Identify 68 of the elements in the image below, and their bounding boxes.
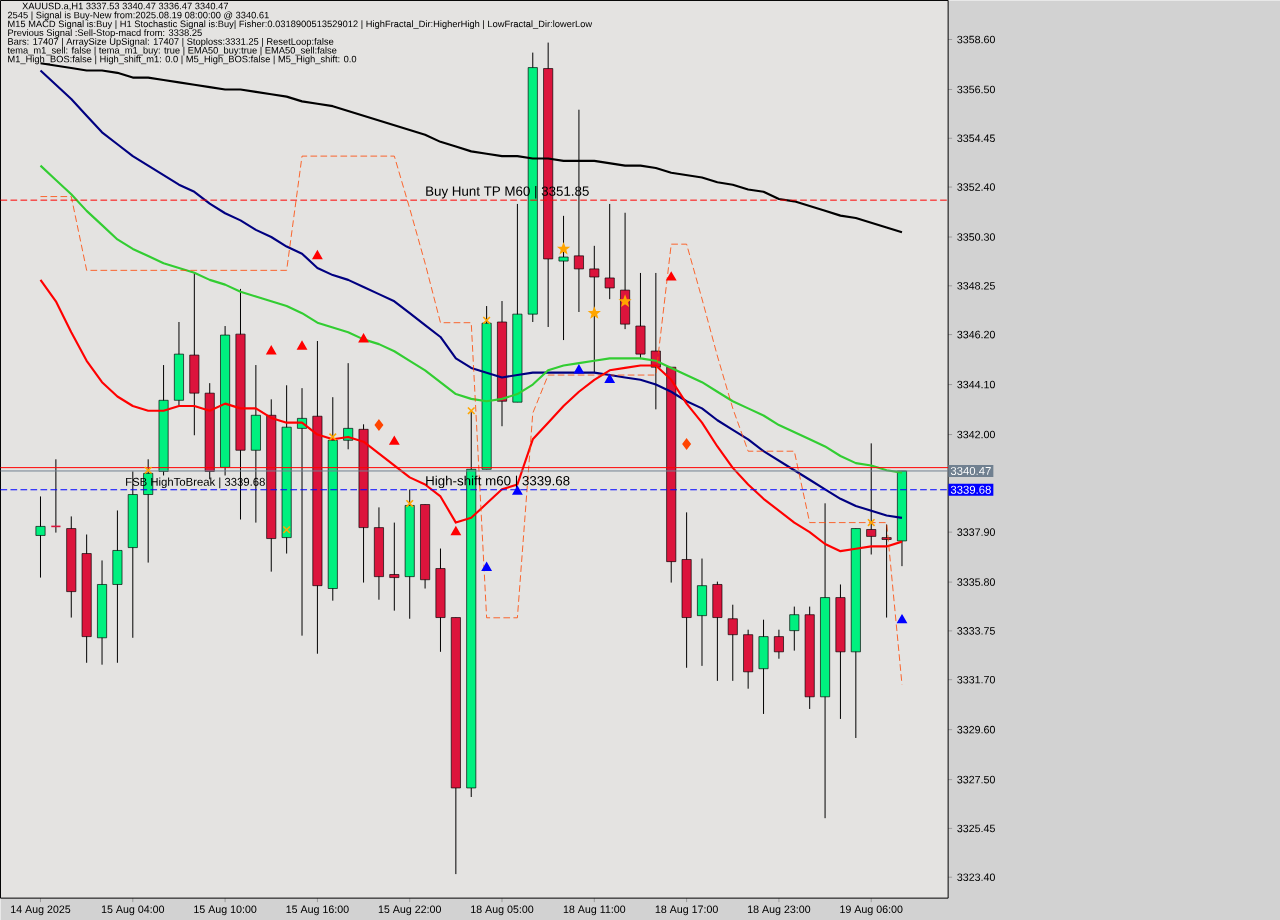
x-tick-label: 18 Aug 17:00 (655, 905, 718, 916)
y-tick-label: 3352.40 (957, 183, 995, 191)
point (389, 436, 400, 445)
annotation: Bars: 17407 | ArraySize UpSignal: 17407 | Stoploss:3331.25 | ResetLoop:false (8, 37, 334, 47)
annotation: 2545 | Signal is Buy-New from:2025.08.19 08:00:00 @ 3340.61 (7, 11, 269, 21)
point (266, 345, 277, 355)
point (666, 271, 677, 281)
point (682, 438, 691, 450)
candlestick (589, 245, 600, 374)
candlestick (558, 215, 569, 341)
y-tick-label: 3356.50 (957, 85, 995, 94)
point (574, 364, 584, 374)
point (619, 295, 631, 306)
y-tick-label: 3346.20 (957, 330, 995, 339)
candlestick (604, 203, 615, 300)
point (467, 406, 476, 415)
candlestick (389, 522, 400, 612)
point (558, 243, 569, 254)
candlestick (773, 629, 784, 660)
point (512, 486, 523, 495)
chart-title: XAUUSD.a,H1 3337.53 3340.47 3336.47 3340.47 (22, 2, 229, 11)
x-tick-label: 14 Aug 2025 (11, 905, 71, 916)
annotation: tema_m1_sell: false | tema_m1_buy: true | EMA50_buy:true | EMA50_sell:false (7, 46, 337, 56)
point (482, 316, 491, 325)
x-tick-label: 15 Aug 04:00 (101, 905, 165, 916)
y-tick-label: 3333.75 (957, 627, 995, 635)
x-tick-label: 18 Aug 11:00 (563, 905, 626, 916)
point (897, 614, 907, 624)
candlestick (789, 606, 800, 652)
point (604, 374, 615, 383)
y-tick-label: 3337.90 (957, 528, 995, 536)
point (481, 562, 492, 571)
point (144, 466, 153, 475)
y-tick-label: 3358.60 (957, 35, 995, 44)
point (374, 419, 384, 431)
y-tick-label: 3327.50 (957, 775, 995, 784)
ref-line-label: 3340.47 (950, 466, 991, 475)
point (867, 518, 876, 527)
x-tick-label: 18 Aug 23:00 (748, 905, 811, 916)
point (282, 525, 291, 534)
x-tick-label: 18 Aug 05:00 (471, 905, 534, 916)
y-tick-label: 3335.80 (957, 578, 995, 586)
y-tick-label: 3344.10 (957, 380, 995, 389)
x-tick-label: 15 Aug 22:00 (378, 905, 441, 916)
y-tick-label: 3323.40 (957, 873, 995, 881)
point (328, 432, 337, 441)
candlestick (866, 442, 877, 555)
y-tick-label: 3325.45 (957, 824, 995, 833)
y-tick-label: 3331.70 (957, 675, 995, 684)
point (451, 526, 461, 536)
annotation: M1_High_BOS:false | High_shift_m1: 0.0 | M5_High_BOS:false | M5_High_shift: 0.0 (8, 55, 357, 65)
annotation: M15 MACD Signal is:Buy | H1 Stochastic Signal is:Buy| Fisher:0.0318900513529012 | HighFractal_Dir:HigherHigh | LowFractal_Dir:lowerLow (8, 20, 593, 30)
y-tick-label: 3329.60 (957, 725, 995, 734)
candlestick (35, 495, 46, 579)
x-tick-label: 15 Aug 10:00 (194, 905, 257, 916)
y-tick-label: 3354.45 (957, 134, 995, 142)
candlestick (727, 604, 738, 682)
point (405, 499, 414, 508)
point (358, 333, 369, 343)
point (297, 340, 307, 350)
annotation: Previous Signal :Sell-Stop-macd from: 3338.25 (8, 29, 202, 38)
y-tick-label: 3348.25 (957, 281, 995, 290)
point (312, 250, 323, 260)
ref-line-label: 3339.68 (950, 485, 991, 494)
x-tick-label: 19 Aug 06:00 (840, 905, 903, 916)
y-tick-label: 3350.30 (957, 233, 995, 241)
x-tick-label: 15 Aug 16:00 (286, 905, 349, 916)
y-tick-label: 3342.00 (957, 430, 995, 439)
